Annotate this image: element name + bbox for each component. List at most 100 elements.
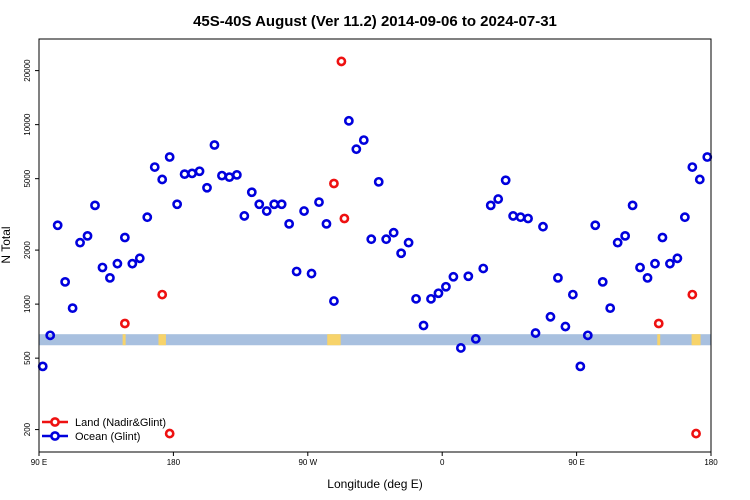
ocean-point xyxy=(105,272,115,283)
ocean-point xyxy=(597,276,608,287)
ocean-point xyxy=(224,172,235,183)
ocean-point xyxy=(500,175,511,186)
ocean-point xyxy=(217,170,227,181)
y-tick-label: 200 xyxy=(23,422,32,436)
land-band-segment xyxy=(657,334,661,346)
y-tick-label: 500 xyxy=(23,351,32,365)
legend: Land (Nadir&Glint) Ocean (Glint) xyxy=(42,417,166,443)
ocean-point xyxy=(291,266,302,277)
land-band-segment xyxy=(327,334,341,346)
ocean-point xyxy=(515,212,526,223)
ocean-point xyxy=(358,135,369,146)
ocean-point xyxy=(523,213,533,224)
ocean-point xyxy=(67,303,78,314)
ocean-point xyxy=(448,271,459,282)
ocean-point xyxy=(276,199,287,210)
ocean-point xyxy=(321,218,332,229)
ocean-point xyxy=(665,258,675,269)
land-point xyxy=(336,56,347,67)
ocean-point xyxy=(299,206,309,216)
ocean-point xyxy=(418,320,429,331)
ocean-point xyxy=(90,200,100,211)
legend-marker xyxy=(50,417,60,427)
land-band-segment xyxy=(158,334,166,346)
ocean-point xyxy=(590,220,601,231)
ocean-band xyxy=(39,334,711,346)
ocean-point xyxy=(582,330,593,341)
land-point xyxy=(653,318,664,329)
band-layer xyxy=(39,334,711,346)
ocean-point xyxy=(612,237,623,248)
ocean-point xyxy=(269,199,280,210)
ocean-point xyxy=(545,311,556,322)
land-point xyxy=(164,428,175,439)
ocean-point xyxy=(485,200,496,211)
chart-title: 45S-40S August (Ver 11.2) 2014-09-06 to … xyxy=(193,13,557,30)
ocean-point xyxy=(157,174,168,185)
ocean-point xyxy=(52,220,63,231)
x-tick-label: 90 W xyxy=(298,458,317,467)
ocean-point xyxy=(246,187,257,198)
legend-marker xyxy=(50,431,60,441)
ocean-point xyxy=(702,152,713,162)
ocean-point xyxy=(343,115,354,126)
ocean-point xyxy=(142,212,153,223)
ocean-point xyxy=(493,194,504,204)
y-axis-label: N Total xyxy=(0,226,13,263)
ocean-point xyxy=(45,330,56,341)
legend-label: Ocean (Glint) xyxy=(75,431,140,443)
ocean-point xyxy=(575,361,586,372)
ocean-point xyxy=(75,237,85,248)
ocean-point xyxy=(396,248,407,259)
points-layer xyxy=(37,56,713,439)
ocean-point xyxy=(530,328,541,338)
x-tick-label: 90 E xyxy=(568,458,584,467)
plot-frame xyxy=(38,38,712,453)
ocean-point xyxy=(426,293,436,304)
y-tick-label: 2000 xyxy=(23,241,32,259)
ocean-point xyxy=(687,162,698,172)
legend-label: Land (Nadir&Glint) xyxy=(75,417,166,429)
land-point xyxy=(119,318,130,329)
ocean-point xyxy=(605,303,616,314)
ocean-point xyxy=(60,276,71,287)
land-band-segment xyxy=(122,334,126,346)
ocean-point xyxy=(134,253,145,264)
ocean-point xyxy=(97,262,108,273)
ocean-point xyxy=(194,166,205,177)
ocean-point xyxy=(463,271,474,282)
y-tick-label: 20000 xyxy=(23,59,32,82)
ocean-point xyxy=(627,200,638,211)
ocean-point xyxy=(567,289,578,300)
ocean-point xyxy=(657,232,668,243)
ocean-point xyxy=(37,361,48,372)
ocean-point xyxy=(179,169,190,180)
land-point xyxy=(687,289,698,300)
ocean-point xyxy=(411,293,421,304)
ocean-point xyxy=(373,176,384,187)
land-point xyxy=(691,428,701,439)
x-tick-label: 0 xyxy=(440,458,445,467)
ocean-point xyxy=(560,321,571,332)
ocean-point xyxy=(164,152,175,162)
ocean-point xyxy=(261,206,272,216)
ocean-point xyxy=(366,234,377,245)
ocean-point xyxy=(441,281,451,292)
ocean-point xyxy=(672,253,683,264)
ocean-point xyxy=(112,258,123,269)
y-tick-label: 5000 xyxy=(23,169,32,187)
ocean-point xyxy=(388,227,399,238)
ocean-point xyxy=(306,268,317,279)
land-point xyxy=(157,289,168,300)
ocean-point xyxy=(508,211,519,221)
ocean-point xyxy=(538,221,548,232)
ocean-point xyxy=(231,169,242,180)
ocean-point xyxy=(455,343,466,353)
land-point xyxy=(329,178,339,189)
ocean-point xyxy=(329,296,339,306)
ocean-point xyxy=(403,237,414,248)
ocean-point xyxy=(694,174,705,185)
y-tick-label: 1000 xyxy=(23,295,32,313)
ocean-point xyxy=(478,263,489,274)
ocean-point xyxy=(650,258,660,269)
